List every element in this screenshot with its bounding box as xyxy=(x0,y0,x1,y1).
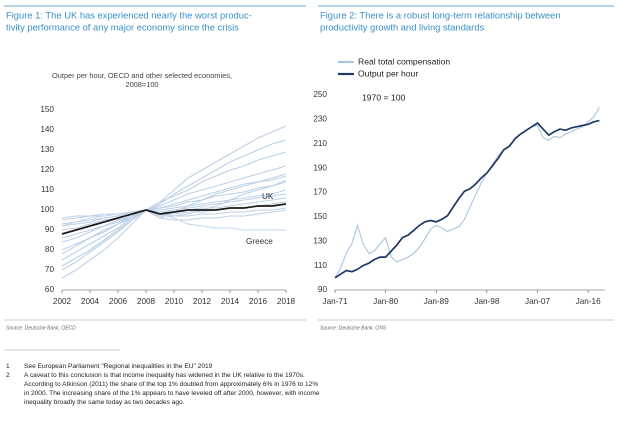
footnote-text: in 2000. The increasing share of the 1% … xyxy=(24,390,320,397)
y-tick-label: 130 xyxy=(313,236,327,245)
y-tick-label: 250 xyxy=(313,90,327,99)
footnote-number: 2 xyxy=(6,372,10,379)
x-tick-label: 2008 xyxy=(137,297,156,306)
x-tick-label: 2012 xyxy=(193,297,212,306)
y-tick-label: 190 xyxy=(313,163,327,172)
figure-title: tivity performance of any major economy … xyxy=(6,21,239,32)
series-line xyxy=(61,165,287,251)
y-tick-label: 140 xyxy=(40,125,54,134)
series-line xyxy=(61,139,287,267)
footnote-text: A caveat to this conclusion is that inco… xyxy=(24,372,305,379)
series-line xyxy=(61,193,287,231)
y-tick-label: 210 xyxy=(313,139,327,148)
series-line xyxy=(61,173,287,243)
x-tick-label: Jan-07 xyxy=(525,297,550,306)
series-line xyxy=(334,106,600,279)
footnote-number: 1 xyxy=(6,363,10,370)
y-tick-label: 80 xyxy=(45,245,55,254)
chart-subtitle: Outper per hour, OECD and other selected… xyxy=(52,71,232,80)
footnote-text: According to Atkinson (2011) the share o… xyxy=(24,381,318,388)
x-tick-label: Jan-80 xyxy=(373,297,398,306)
x-tick-label: 2002 xyxy=(53,297,72,306)
x-tick-label: 2010 xyxy=(165,297,184,306)
series-line xyxy=(61,125,287,279)
y-tick-label: 90 xyxy=(318,285,328,294)
y-tick-label: 150 xyxy=(40,105,54,114)
source: Source: Deutsche Bank, OECD xyxy=(6,325,76,331)
series-line xyxy=(61,203,287,235)
x-tick-label: 2018 xyxy=(277,297,296,306)
x-tick-label: Jan-98 xyxy=(474,297,499,306)
series-line xyxy=(61,209,286,231)
series-line xyxy=(61,151,287,261)
series-label: Greece xyxy=(246,237,273,246)
series-line xyxy=(334,119,600,279)
series-line xyxy=(61,179,287,255)
y-tick-label: 110 xyxy=(41,185,54,194)
chart-subtitle: 2008=100 xyxy=(125,80,158,89)
annotation: 1970 = 100 xyxy=(362,92,405,102)
footnote-text: See European Parliament "Regional inequa… xyxy=(24,363,213,370)
y-tick-label: 70 xyxy=(45,265,55,274)
y-tick-label: 170 xyxy=(313,188,327,197)
x-tick-label: 2006 xyxy=(109,297,128,306)
series-line xyxy=(61,181,287,239)
x-tick-label: 2004 xyxy=(81,297,100,306)
figure-title: Figure 2: There is a robust long-term re… xyxy=(320,9,561,20)
figure-title: productivity growth and living standards xyxy=(320,21,484,32)
x-tick-label: 2016 xyxy=(249,297,268,306)
x-tick-label: Jan-16 xyxy=(576,297,601,306)
x-tick-label: Jan-71 xyxy=(322,297,347,306)
y-tick-label: 130 xyxy=(40,145,54,154)
legend-label: Output per hour xyxy=(358,68,418,78)
figure-title: Figure 1: The UK has experienced nearly … xyxy=(6,9,252,20)
y-tick-label: 90 xyxy=(45,225,55,234)
y-tick-label: 150 xyxy=(313,212,327,221)
legend-label: Real total compensation xyxy=(358,56,450,66)
footnote-text: inequality broadly the same today as two… xyxy=(24,399,185,406)
series-label: UK xyxy=(262,192,274,201)
y-tick-label: 60 xyxy=(45,285,55,294)
y-tick-label: 100 xyxy=(40,205,54,214)
series-line xyxy=(61,209,287,221)
x-tick-label: Jan-89 xyxy=(424,297,449,306)
source: Source: Deutsche Bank, ONS xyxy=(320,325,387,331)
y-tick-label: 120 xyxy=(40,165,54,174)
y-tick-label: 110 xyxy=(314,261,327,270)
y-tick-label: 230 xyxy=(313,115,327,124)
x-tick-label: 2014 xyxy=(221,297,240,306)
